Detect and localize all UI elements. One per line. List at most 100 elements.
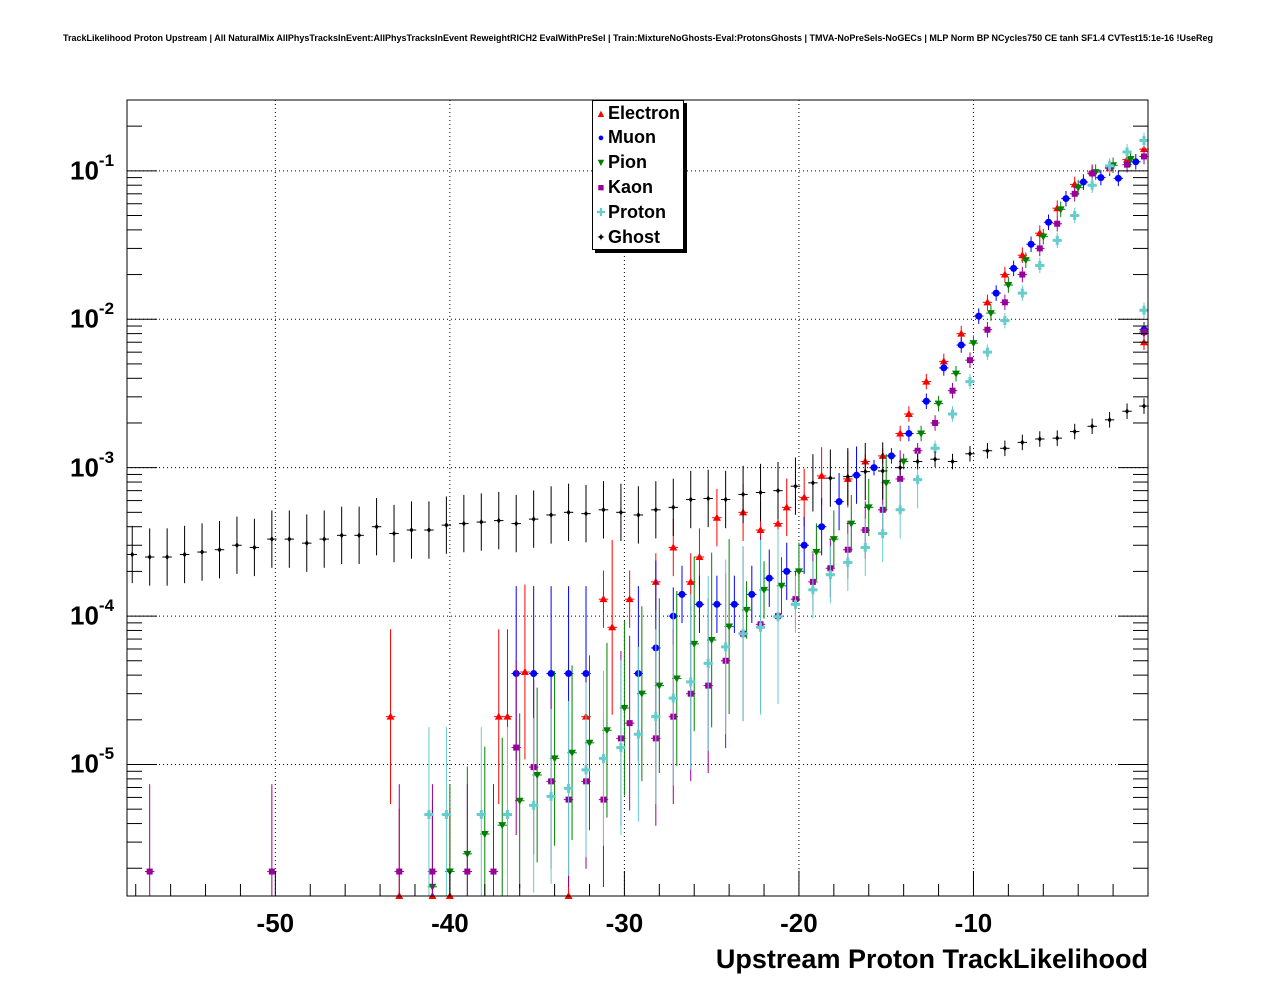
data-point [444,522,449,529]
data-point [957,329,966,337]
data-point [1001,299,1008,306]
data-point [584,510,589,517]
data-point [922,397,930,405]
data-point [234,542,239,549]
data-point [546,791,556,801]
data-point [1062,195,1070,203]
x-tick-label: -10 [954,908,993,938]
data-point [713,600,721,608]
data-point [339,532,344,539]
data-point [1071,190,1078,197]
data-point [598,753,608,763]
data-point [756,526,765,534]
series-proton [424,132,1149,896]
data-point [531,516,536,523]
data-point [985,447,990,454]
legend-label: Muon [608,127,656,147]
data-point [800,493,809,501]
data-point [322,536,327,543]
data-point [777,582,786,590]
triangle-down-icon: ▼ [595,156,607,169]
data-point [843,557,853,567]
data-point [828,475,833,482]
data-point [200,549,205,556]
legend-label: Electron [608,103,681,123]
data-point [965,377,975,387]
y-tick-label: 10-1 [70,150,115,186]
data-point [1002,445,1007,452]
data-point [409,527,414,534]
data-point [566,509,571,516]
data-point [550,755,559,763]
data-point [1004,282,1013,290]
data-point [616,743,626,753]
data-point [637,690,646,698]
data-point [794,568,803,576]
data-point [707,636,716,644]
data-point [618,509,623,516]
data-point [1039,233,1048,241]
chart-title: TrackLikelihood Proton Upstream | All Na… [63,33,1213,43]
data-point [496,517,501,524]
data-point [514,520,519,527]
data-point [424,810,434,820]
data-point [1089,170,1096,177]
data-point [984,326,991,333]
x-tick-label: -20 [780,908,818,938]
data-point [853,471,861,479]
data-point [1142,403,1146,410]
data-point [975,312,983,320]
data-point [922,377,931,385]
legend-label: Pion [608,152,647,172]
data-point [529,800,539,810]
data-point [581,765,591,775]
data-point [1097,174,1105,182]
data-point [817,471,826,479]
data-point [476,810,486,820]
data-point [374,523,379,530]
data-point [829,536,838,544]
data-point [1090,423,1095,430]
data-point [1055,435,1060,442]
data-point [969,340,978,348]
data-point [738,629,748,639]
data-point [686,577,695,585]
data-point [252,544,257,551]
data-point [1074,184,1083,192]
axis-ticks [127,125,1148,896]
data-point [914,447,921,454]
data-point [688,496,693,503]
data-point [782,503,791,511]
y-tick-label: 10-4 [70,596,115,631]
y-tick-label: 10-3 [70,447,115,483]
series-kaon [144,148,1149,896]
data-point [835,498,843,506]
data-point [653,506,658,513]
data-point [913,475,923,485]
data-point [601,506,606,513]
data-point [863,468,868,475]
data-point [1021,257,1030,265]
data-point [217,546,222,553]
data-point [706,495,711,502]
data-point [568,749,577,757]
data-point [1054,220,1061,227]
data-point [564,783,574,793]
x-axis-label: Upstream Proton TrackLikelihood [715,944,1148,974]
data-point [494,712,503,720]
data-point [1132,158,1140,166]
y-tick-label: 10-2 [70,299,115,334]
data-point [982,347,992,357]
data-point [1105,161,1115,171]
series-layer [127,132,1149,899]
data-point [1087,180,1097,190]
data-point [756,622,766,632]
data-point [146,868,153,875]
legend-item-kaon: ■ Kaon [593,175,653,200]
data-point [651,712,661,722]
data-point [602,727,611,735]
data-point [599,595,608,603]
triangle-up-icon: ▲ [595,107,607,120]
data-point [712,513,721,521]
